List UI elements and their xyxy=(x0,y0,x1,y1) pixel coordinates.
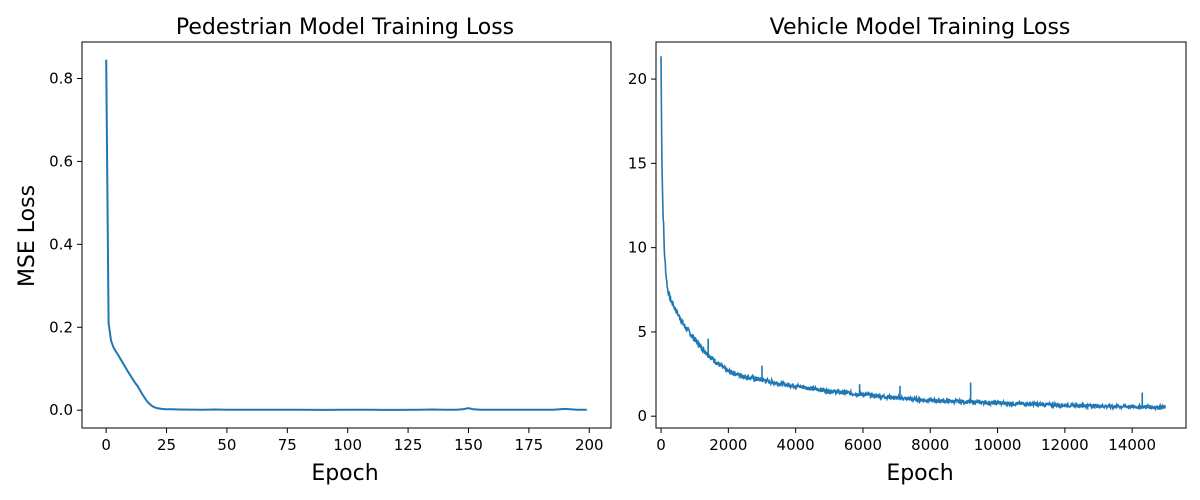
plot-frame xyxy=(655,41,1187,429)
y-tick-label: 0.8 xyxy=(49,69,73,87)
y-tick-label: 20 xyxy=(628,70,647,88)
x-axis-label: Epoch xyxy=(886,461,953,486)
vehicle-loss-chart: Vehicle Model Training Loss Epoch 0 2000 4… xyxy=(628,15,1187,486)
y-tick-label: 0.4 xyxy=(49,235,73,253)
x-tick-label: 25 xyxy=(157,436,176,454)
y-tick-label: 0.6 xyxy=(49,152,73,170)
y-tick-label: 5 xyxy=(637,323,647,341)
x-tick-label: 12000 xyxy=(1041,436,1089,454)
plot-frame xyxy=(81,41,612,429)
chart-title: Pedestrian Model Training Loss xyxy=(176,15,514,40)
x-tick-label: 10000 xyxy=(974,436,1022,454)
y-tick-label: 0.0 xyxy=(49,401,73,419)
y-tick-label: 0.2 xyxy=(49,318,73,336)
x-axis-label: Epoch xyxy=(311,461,378,486)
x-tick-label: 14000 xyxy=(1108,436,1156,454)
x-tick-label: 2000 xyxy=(709,436,747,454)
x-tick-label: 50 xyxy=(217,436,236,454)
x-tick-label: 4000 xyxy=(777,436,815,454)
x-tick-label: 200 xyxy=(575,436,604,454)
y-tick-label: 15 xyxy=(628,154,647,172)
x-tick-label: 8000 xyxy=(911,436,949,454)
y-axis-label: MSE Loss xyxy=(15,185,40,287)
chart-title: Vehicle Model Training Loss xyxy=(770,15,1071,40)
series-line xyxy=(660,56,1166,412)
plot-area: 0 25 50 75 100 125 150 175 200 0.0 0.2 0.4 0.6 0.8 xyxy=(49,41,612,454)
x-tick-label: 100 xyxy=(333,436,362,454)
x-tick-label: 0 xyxy=(101,436,111,454)
plot-area: 0 2000 4000 6000 8000 10000 12000 14000 0 5 10 15 20 xyxy=(628,41,1187,454)
y-tick-label: 0 xyxy=(637,407,647,425)
pedestrian-loss-chart: Pedestrian Model Training Loss MSE Loss … xyxy=(15,15,612,486)
y-tick-label: 10 xyxy=(628,239,647,257)
x-tick-label: 175 xyxy=(515,436,544,454)
x-tick-label: 0 xyxy=(656,436,666,454)
x-tick-label: 6000 xyxy=(844,436,882,454)
series-line xyxy=(105,59,587,411)
x-tick-label: 150 xyxy=(454,436,483,454)
x-tick-label: 125 xyxy=(394,436,423,454)
x-tick-label: 75 xyxy=(278,436,297,454)
